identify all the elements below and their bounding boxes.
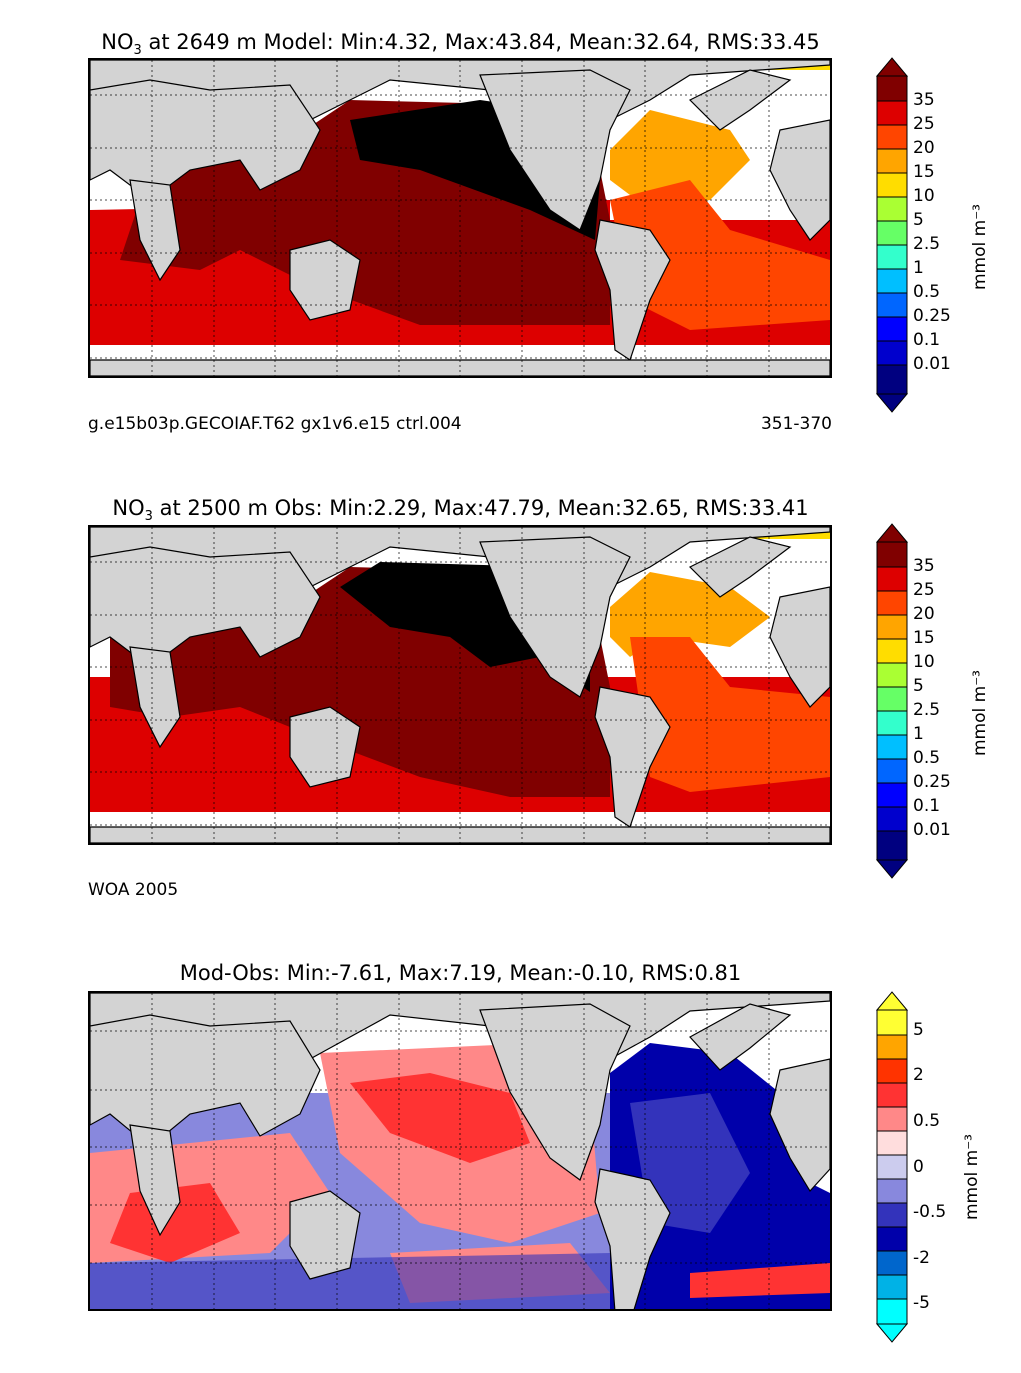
south-atlantic-field — [610, 180, 830, 330]
panel1-colorbar — [875, 57, 909, 413]
cbar1-tick: 15 — [913, 162, 935, 182]
panel2-colorbar — [875, 523, 909, 879]
cbar1-tick: 20 — [913, 138, 935, 158]
cbar2-tick: 20 — [913, 604, 935, 624]
cbar3-tick: -0.5 — [913, 1202, 947, 1222]
cbar1-tick: 0.5 — [913, 282, 941, 302]
panel1-map — [88, 58, 832, 378]
cbar1-tick: 1 — [913, 258, 924, 278]
cbar2-tick: 0.25 — [913, 772, 951, 792]
cbar3-tick: 0 — [913, 1157, 924, 1177]
cbar3-tick: -5 — [913, 1293, 930, 1313]
cbar1-tick: 10 — [913, 186, 935, 206]
cbar3-tick: -2 — [913, 1248, 930, 1268]
cbar2-tick: 0.1 — [913, 796, 941, 816]
panel3-colorbar — [875, 991, 909, 1343]
cbar1-unit: mmol m⁻³ — [970, 204, 990, 290]
cbar3-tick: 0.5 — [913, 1111, 941, 1131]
cbar2-tick: 2.5 — [913, 700, 941, 720]
cbar2-tick: 5 — [913, 676, 924, 696]
cbar3-unit: mmol m⁻³ — [962, 1134, 982, 1220]
cbar1-tick: 2.5 — [913, 234, 941, 254]
cbar2-tick: 0.01 — [913, 820, 951, 840]
cbar1-tick: 0.1 — [913, 330, 941, 350]
panel2-title: NO3 at 2500 m Obs: Min:2.29, Max:47.79, … — [112, 496, 809, 524]
panel2-caption-left: WOA 2005 — [88, 880, 179, 900]
cbar1-tick: 25 — [913, 114, 935, 134]
panel1-title: NO3 at 2649 m Model: Min:4.32, Max:43.84… — [101, 30, 820, 58]
cbar2-tick: 10 — [913, 652, 935, 672]
cbar3-tick: 5 — [913, 1020, 924, 1040]
panel2-map — [88, 525, 832, 845]
panel3-map — [88, 991, 832, 1311]
cbar2-tick: 1 — [913, 724, 924, 744]
cbar1-tick: 0.25 — [913, 306, 951, 326]
panel3-title: Mod-Obs: Min:-7.61, Max:7.19, Mean:-0.10… — [179, 961, 742, 985]
cbar1-tick: 35 — [913, 90, 935, 110]
cbar1-tick: 0.01 — [913, 354, 951, 374]
cbar1-tick: 5 — [913, 210, 924, 230]
cbar3-tick: 2 — [913, 1065, 924, 1085]
cbar2-tick: 0.5 — [913, 748, 941, 768]
cbar2-unit: mmol m⁻³ — [970, 670, 990, 756]
cbar2-tick: 15 — [913, 628, 935, 648]
cbar2-tick: 35 — [913, 556, 935, 576]
cbar2-tick: 25 — [913, 580, 935, 600]
panel1-caption-right: 351-370 — [760, 414, 832, 434]
panel1-caption-left: g.e15b03p.GECOIAF.T62 gx1v6.e15 ctrl.004 — [88, 414, 462, 434]
